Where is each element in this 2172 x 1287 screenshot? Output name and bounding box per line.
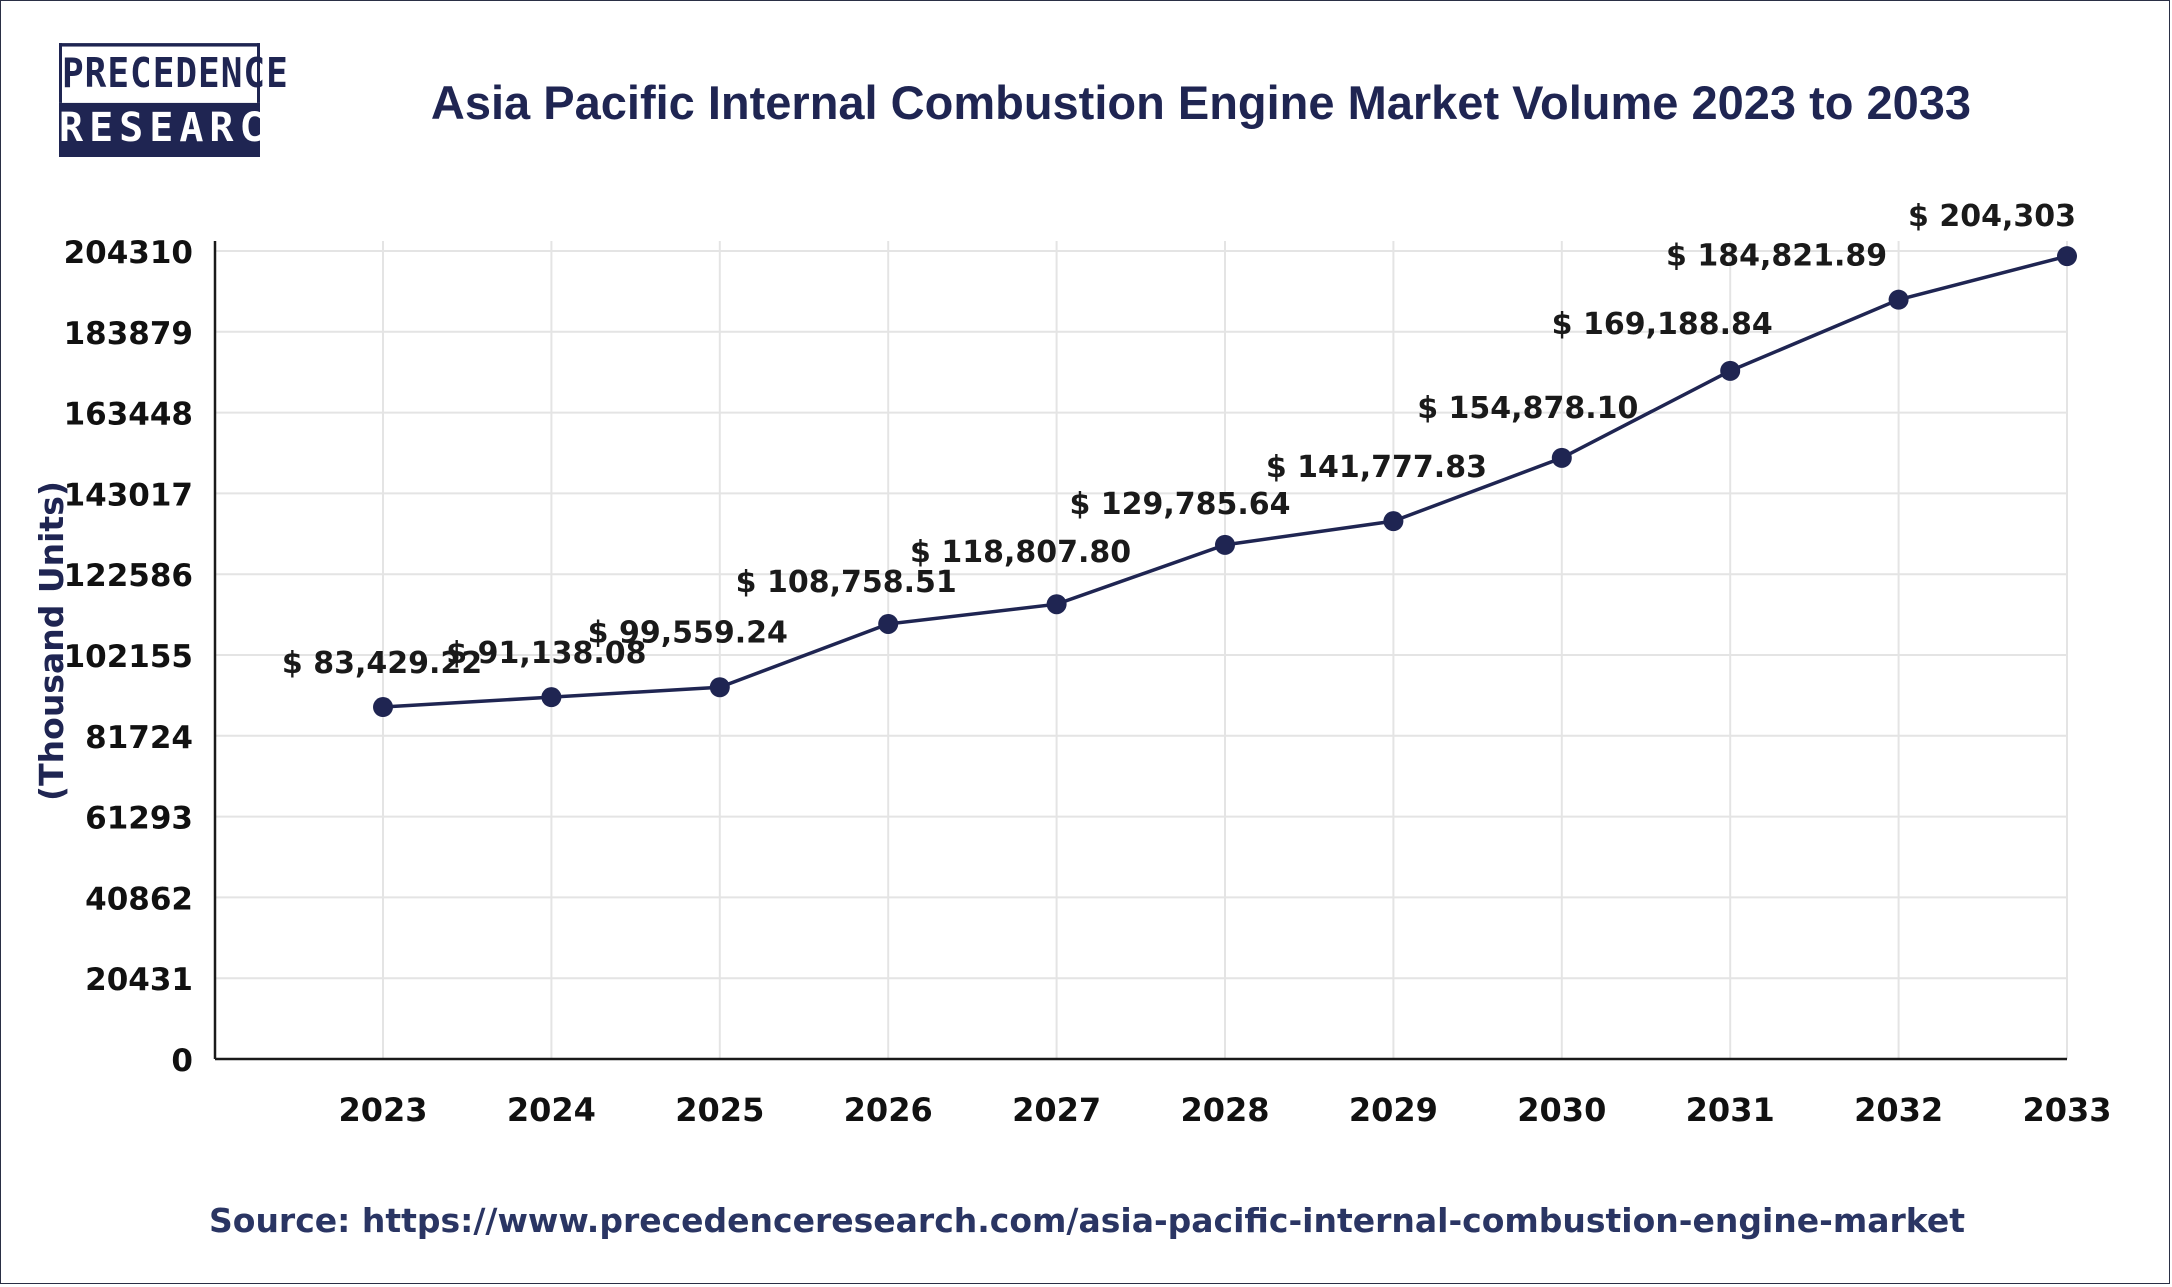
data-point bbox=[1215, 534, 1235, 555]
data-label: $ 99,559.24 bbox=[588, 615, 788, 650]
data-point bbox=[541, 687, 562, 708]
y-tick-label: 143017 bbox=[64, 477, 193, 513]
x-tick-label: 2032 bbox=[1854, 1091, 1943, 1129]
brand-logo: PRECEDENCE RESEARCH bbox=[59, 43, 294, 157]
data-label: $ 141,777.83 bbox=[1266, 450, 1487, 485]
chart-title: Asia Pacific Internal Combustion Engine … bbox=[430, 76, 1972, 129]
data-point bbox=[878, 613, 899, 634]
x-tick-label: 2026 bbox=[844, 1091, 933, 1129]
data-label: $ 108,758.51 bbox=[736, 565, 957, 600]
data-label: $ 154,878.10 bbox=[1417, 391, 1638, 426]
data-label: $ 169,188.84 bbox=[1552, 307, 1773, 342]
y-tick-label: 204310 bbox=[64, 235, 193, 271]
x-tick-label: 2029 bbox=[1349, 1091, 1438, 1129]
data-label: $ 83,429.22 bbox=[282, 646, 482, 681]
data-point bbox=[1888, 289, 1909, 310]
y-tick-label: 163448 bbox=[64, 397, 193, 433]
data-point bbox=[373, 697, 393, 718]
y-tick-label: 183879 bbox=[64, 316, 193, 352]
x-tick-label: 2028 bbox=[1180, 1091, 1269, 1129]
y-tick-label: 81724 bbox=[85, 720, 193, 756]
data-point bbox=[1383, 511, 1404, 532]
data-label: $ 204,303 bbox=[1908, 199, 2076, 234]
x-tick-label: 2027 bbox=[1012, 1091, 1101, 1129]
data-label: $ 129,785.64 bbox=[1069, 487, 1290, 522]
logo-line-1: PRECEDENCE bbox=[59, 43, 288, 103]
x-tick-label: 2025 bbox=[675, 1091, 764, 1129]
x-tick-label: 2033 bbox=[2022, 1091, 2111, 1129]
x-tick-label: 2024 bbox=[507, 1091, 596, 1129]
x-tick-label: 2023 bbox=[338, 1091, 427, 1129]
data-point bbox=[1046, 594, 1067, 615]
x-tick-label: 2030 bbox=[1517, 1091, 1606, 1129]
y-axis-title: (Thousand Units) bbox=[32, 481, 71, 801]
x-tick-label: 2031 bbox=[1686, 1091, 1775, 1129]
data-point bbox=[2057, 246, 2077, 267]
y-tick-label: 40862 bbox=[85, 881, 193, 917]
data-label: $ 91,138.08 bbox=[446, 636, 646, 671]
y-tick-label: 61293 bbox=[85, 801, 193, 837]
y-tick-label: 102155 bbox=[64, 639, 193, 675]
data-label: $ 184,821.89 bbox=[1666, 239, 1887, 274]
logo-line-2: RESEARCH bbox=[59, 99, 294, 157]
data-point bbox=[709, 677, 730, 698]
data-point bbox=[1720, 360, 1741, 381]
source-note: Source: https://www.precedenceresearch.c… bbox=[209, 1201, 1965, 1240]
y-tick-label: 122586 bbox=[64, 558, 193, 594]
y-tick-label: 20431 bbox=[85, 962, 193, 998]
data-label: $ 118,807.80 bbox=[910, 535, 1131, 570]
y-tick-label: 0 bbox=[171, 1043, 193, 1079]
data-point bbox=[1551, 447, 1572, 468]
